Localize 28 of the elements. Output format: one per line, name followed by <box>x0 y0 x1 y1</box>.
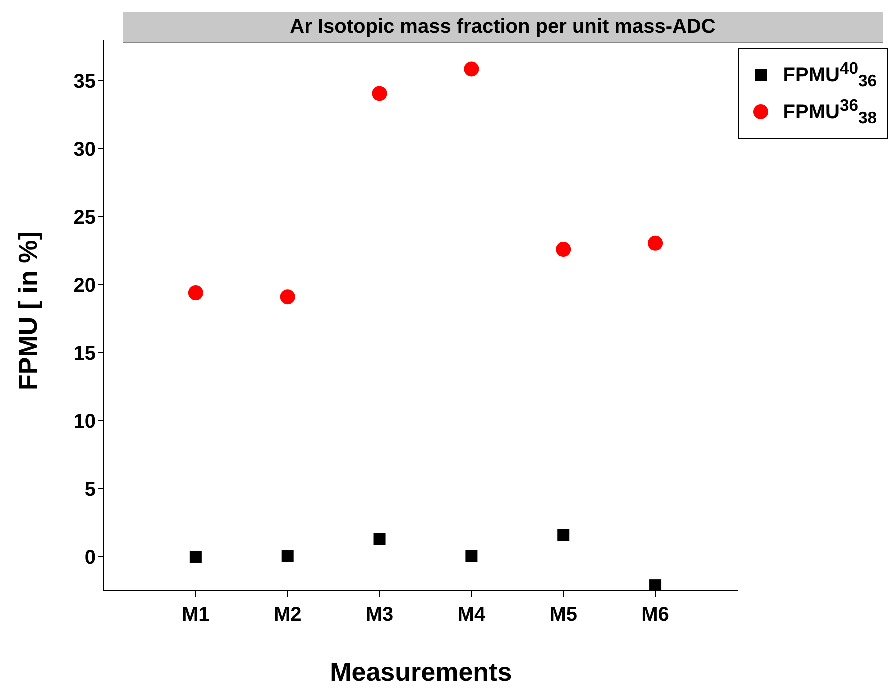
y-tick-label: 10 <box>74 411 96 434</box>
x-tick-label: M3 <box>366 604 394 626</box>
point <box>466 550 478 562</box>
point <box>190 550 202 563</box>
x-tick-label: M4 <box>458 604 486 626</box>
point <box>556 242 572 258</box>
y-tick-label: 35 <box>74 70 96 93</box>
y-tick-label: 20 <box>74 274 96 297</box>
x-tick-label: M5 <box>550 604 578 626</box>
x-tick-label: M6 <box>642 604 670 626</box>
y-tick-label: 25 <box>74 206 96 229</box>
y-tick-label: 30 <box>74 138 96 161</box>
x-tick-label: M1 <box>182 604 210 626</box>
y-tick-label: 0 <box>84 547 96 570</box>
x-axis-title: Measurements <box>330 657 512 687</box>
point <box>648 236 664 251</box>
y-tick-label: 5 <box>84 479 96 502</box>
point <box>558 529 570 542</box>
point <box>650 580 662 591</box>
point <box>374 533 386 546</box>
point <box>188 286 204 301</box>
y-tick-label: 15 <box>74 343 96 366</box>
point <box>282 550 294 562</box>
y-axis-title: FPMU [ in %] <box>13 232 44 390</box>
x-tick-label: M2 <box>274 604 302 626</box>
point <box>280 290 296 305</box>
point <box>372 86 388 102</box>
point <box>464 62 480 77</box>
